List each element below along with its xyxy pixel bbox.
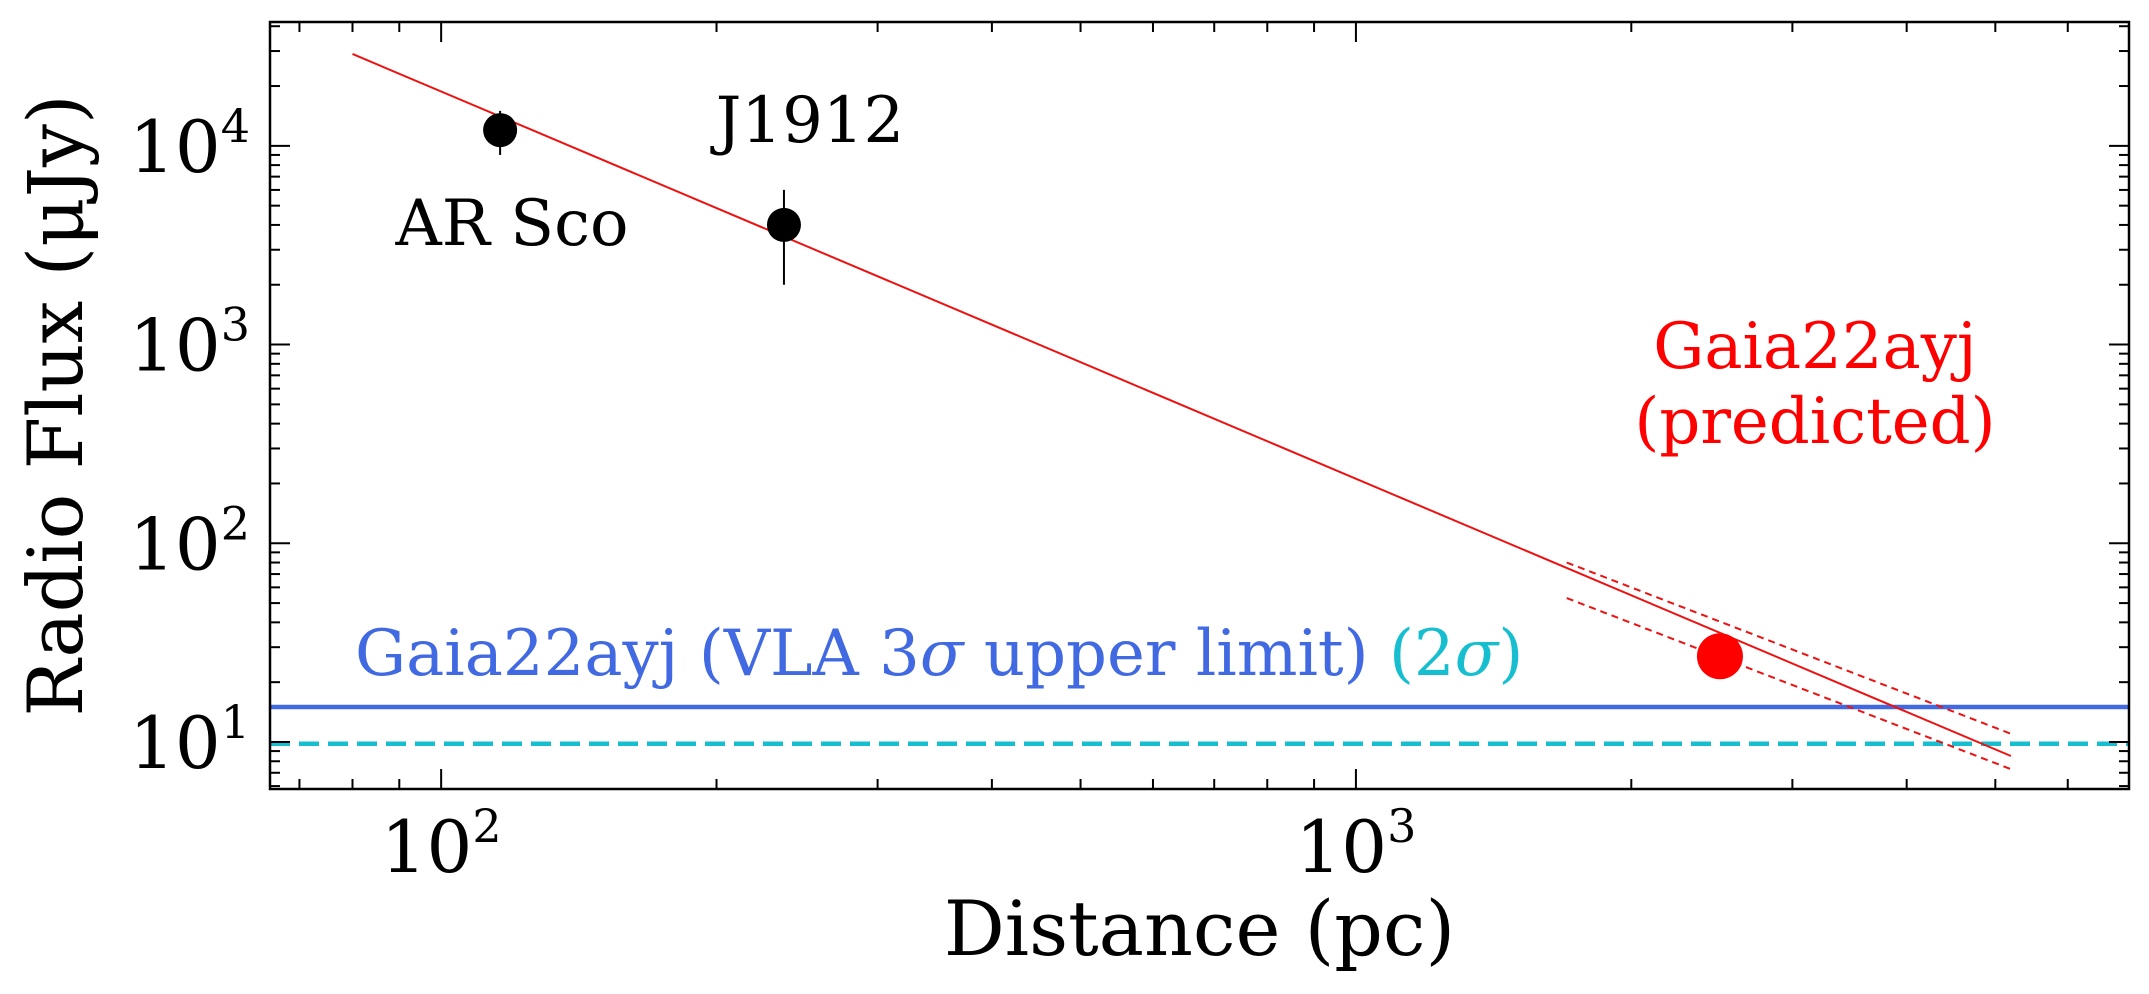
- fit-band-upper: [1566, 561, 2012, 735]
- y-tick-label-0: 101: [129, 695, 250, 785]
- data-point-1: [766, 207, 801, 242]
- y-tick-label-3: 104: [129, 99, 250, 189]
- axes-frame: [268, 20, 2131, 791]
- x-tick-label-0: 102: [381, 799, 502, 889]
- x-axis-label: Distance (pc): [944, 884, 1455, 973]
- y-axis-label: Radio Flux (μJy): [11, 94, 100, 716]
- annotation-j1912: J1912: [710, 84, 905, 158]
- annotation-ar-sco: AR Sco: [395, 187, 629, 261]
- limit-label: Gaia22ayj (VLA 3σ upper limit) (2σ): [355, 617, 1523, 691]
- predicted-point: [1696, 633, 1743, 680]
- y-tick-label-1: 102: [129, 496, 250, 586]
- annotation-predicted-line1: Gaia22ayj: [1653, 310, 1977, 384]
- fit-band-lower: [1566, 597, 2012, 771]
- data-point-0: [483, 113, 518, 148]
- annotation-predicted-line2: (predicted): [1634, 385, 1995, 459]
- y-tick-label-2: 103: [129, 298, 250, 388]
- x-tick-label-1: 103: [1295, 799, 1416, 889]
